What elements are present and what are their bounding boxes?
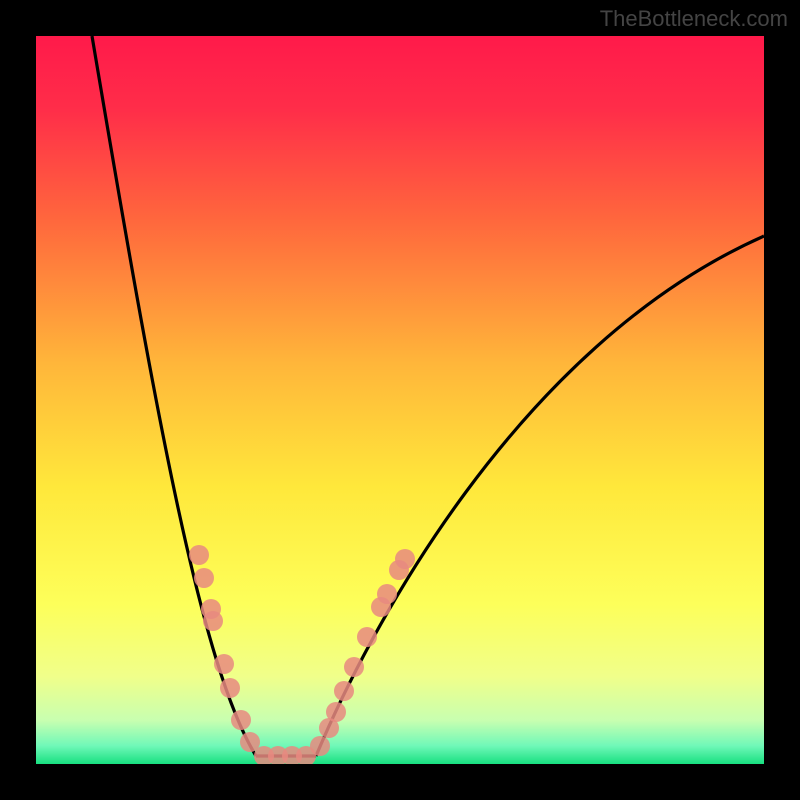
curve-right — [316, 236, 764, 756]
data-marker — [357, 627, 377, 647]
chart-curves — [36, 36, 764, 764]
data-marker — [214, 654, 234, 674]
chart-markers — [189, 545, 415, 764]
data-marker — [189, 545, 209, 565]
watermark-text: TheBottleneck.com — [600, 6, 788, 32]
data-marker — [231, 710, 251, 730]
data-marker — [334, 681, 354, 701]
plot-area — [36, 36, 764, 764]
data-marker — [220, 678, 240, 698]
curve-left — [92, 36, 256, 756]
data-marker — [310, 736, 330, 756]
data-marker — [395, 549, 415, 569]
data-marker — [194, 568, 214, 588]
data-marker — [203, 611, 223, 631]
data-marker — [344, 657, 364, 677]
data-marker — [377, 584, 397, 604]
data-marker — [326, 702, 346, 722]
